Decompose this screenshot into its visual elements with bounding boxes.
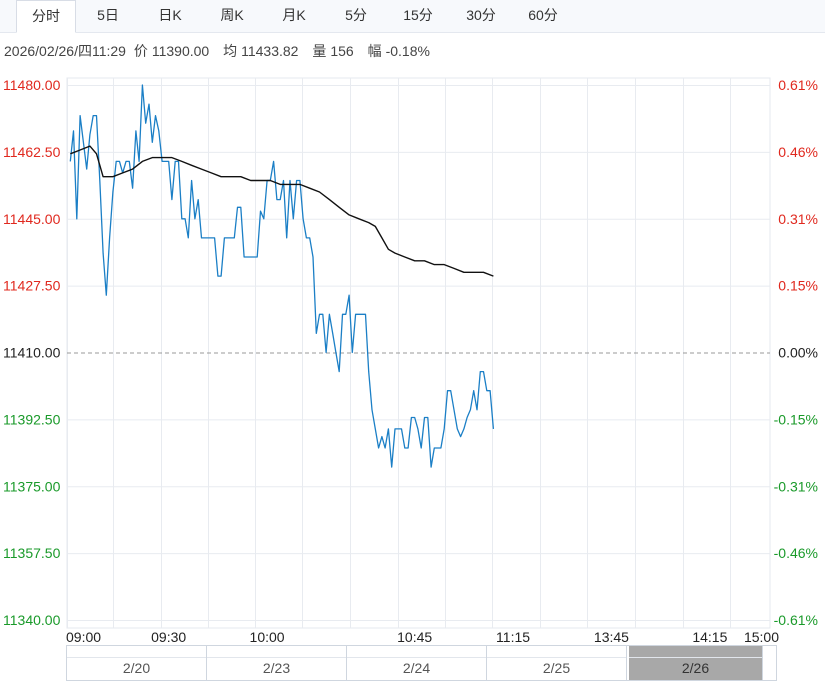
navigator-day-label: 2/20 [122,660,151,676]
y-pct-label-6: -0.31% [774,478,818,494]
tab-1[interactable]: 5日 [97,7,119,23]
navigator-day-3[interactable]: 2/25 [487,646,627,680]
tab-5[interactable]: 5分 [345,7,367,23]
navigator-day-2[interactable]: 2/24 [347,646,487,680]
y-tick-label-5: 11392.50 [3,411,61,427]
navigator-day-1[interactable]: 2/23 [207,646,347,680]
navigator-top-strip [347,646,486,658]
navigator-day-label: 2/23 [262,660,291,676]
y-tick-label-1: 11462.50 [3,144,61,160]
tab-3[interactable]: 周K [220,7,244,23]
y-pct-label-0: 0.61% [778,77,818,93]
y-tick-label-4: 11410.00 [3,345,61,361]
x-tick-label-5: 13:45 [594,629,629,645]
intraday-chart[interactable]: 11480.00 0.61% 11462.50 0.46% 11445.00 0.31% 1… [0,70,825,645]
navigator-day-4[interactable]: 2/26 [629,646,763,680]
navigator-day-label: 2/26 [681,660,710,676]
navigator-top-strip [207,646,346,658]
avg-value: 11433.82 [241,43,299,59]
navigator-top-strip [629,646,762,658]
navigator-day-label: 2/25 [542,660,571,676]
y-tick-label-0: 11480.00 [3,77,61,93]
volume-value: 156 [330,43,354,59]
x-tick-label-7: 15:00 [744,629,779,645]
y-pct-label-8: -0.61% [774,612,818,628]
change-value: -0.18% [385,43,430,59]
navigator-top-strip [487,646,626,658]
tab-7[interactable]: 30分 [466,7,496,23]
y-tick-label-3: 11427.50 [3,278,61,294]
x-tick-label-4: 11:15 [496,629,530,645]
navigator-top-strip [67,646,206,658]
x-tick-label-6: 14:15 [692,629,727,645]
tab-0[interactable]: 分时 [16,0,76,33]
y-pct-label-3: 0.15% [778,278,818,294]
tab-4[interactable]: 月K [282,7,306,23]
volume-label: 量 [312,43,327,59]
tab-8[interactable]: 60分 [528,7,558,23]
price-label: 价 [133,43,148,59]
x-tick-label-1: 09:30 [151,629,186,645]
y-tick-label-2: 11445.00 [3,211,61,227]
y-pct-label-7: -0.46% [774,545,818,561]
y-pct-label-1: 0.46% [778,144,818,160]
y-tick-label-8: 11340.00 [3,612,61,628]
y-pct-label-5: -0.15% [774,411,818,427]
avg-label: 均 [223,43,238,59]
y-tick-label-6: 11375.00 [3,478,61,494]
change-label: 幅 [367,43,382,59]
price-value: 11390.00 [151,43,210,59]
chart-tab-bar: 分时 5日 日K 周K 月K 5分 15分 30分 60分 [0,0,825,33]
x-tick-label-3: 10:45 [397,629,432,645]
y-tick-label-7: 11357.50 [3,545,61,561]
date-navigator[interactable]: 2/20 2/23 2/24 2/25 2/26 [66,645,777,681]
price-line [69,84,495,468]
navigator-day-label: 2/24 [402,660,431,676]
average-line [70,145,494,277]
quote-datetime: 2026/02/26/四11:29 [4,43,126,59]
navigator-day-0[interactable]: 2/20 [67,646,207,680]
tab-6[interactable]: 15分 [403,7,433,23]
y-pct-label-2: 0.31% [778,211,818,227]
tab-2[interactable]: 日K [158,7,182,23]
x-tick-label-0: 09:00 [66,629,101,645]
x-tick-label-2: 10:00 [250,629,285,645]
y-pct-label-4: 0.00% [778,345,818,361]
